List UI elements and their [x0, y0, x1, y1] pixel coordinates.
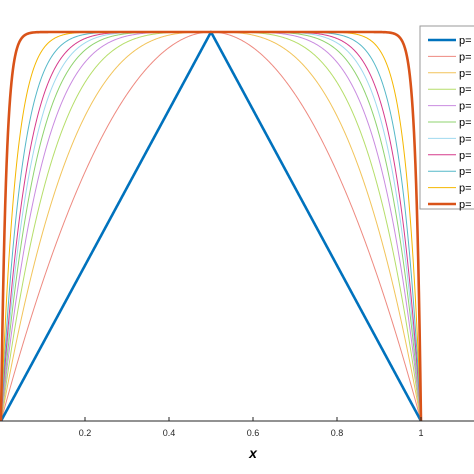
x-tick-layer: 0.2 0.4 0.6 0.8 1	[79, 417, 424, 438]
legend-label: p=	[459, 51, 472, 63]
x-axis-label: x	[248, 445, 258, 461]
x-tick-label: 0.4	[163, 428, 176, 438]
x-tick-label: 1	[418, 428, 423, 438]
x-tick-label: 0.6	[247, 428, 260, 438]
series-layer	[0, 30, 423, 422]
legend-label: p=	[459, 199, 472, 211]
legend-label: p=	[459, 68, 472, 80]
legend-label: p=	[459, 183, 472, 195]
x-tick-label: 0.2	[79, 428, 92, 438]
legend-label: p=	[459, 35, 472, 47]
legend: p= p= p= p= p= p= p= p= p= p= p=	[419, 25, 474, 211]
x-tick-label: 0.8	[331, 428, 344, 438]
legend-label: p=	[459, 133, 472, 145]
legend-label: p=	[459, 150, 472, 162]
legend-label: p=	[459, 117, 472, 129]
legend-label: p=	[459, 166, 472, 178]
legend-label: p=	[459, 84, 472, 96]
series-line-11	[0, 30, 423, 422]
legend-label: p=	[459, 101, 472, 113]
